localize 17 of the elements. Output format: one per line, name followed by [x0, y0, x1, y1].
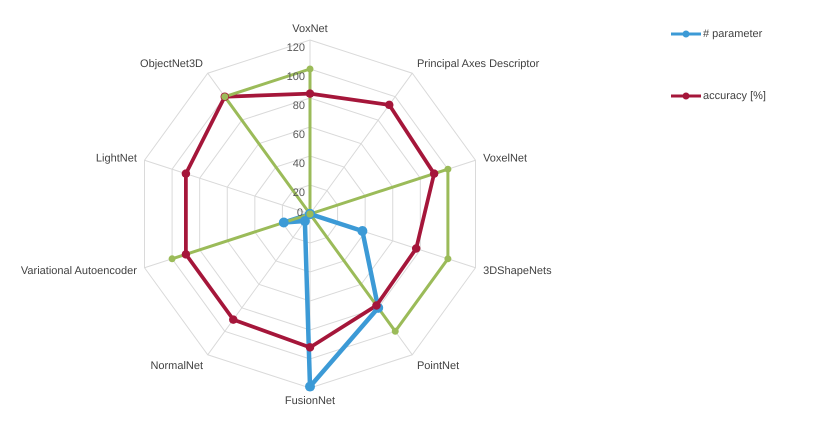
legend-label: accuracy [%] [703, 90, 766, 102]
spoke-label: LightNet [96, 152, 137, 165]
y-tick-label: 120 [286, 42, 305, 54]
y-tick-label: 80 [292, 100, 305, 112]
legend-label: # parameter [703, 28, 762, 40]
spoke-label: 3DShapeNets [483, 265, 552, 278]
spoke-label: VoxNet [292, 23, 328, 35]
y-tick-label: 100 [286, 71, 305, 83]
spoke-label: PointNet [416, 360, 460, 372]
spoke-label: ObjectNet3D [140, 58, 204, 70]
y-tick-label: 60 [292, 129, 305, 141]
spoke-label: NormalNet [150, 360, 204, 372]
spoke-label: VoxelNet [483, 152, 528, 165]
spoke-label: FusionNet [284, 394, 336, 407]
spoke-label: Variational Autoencoder [20, 265, 138, 278]
spoke-label: Principal Axes Descriptor [416, 58, 540, 70]
y-tick-label: 40 [292, 158, 305, 170]
